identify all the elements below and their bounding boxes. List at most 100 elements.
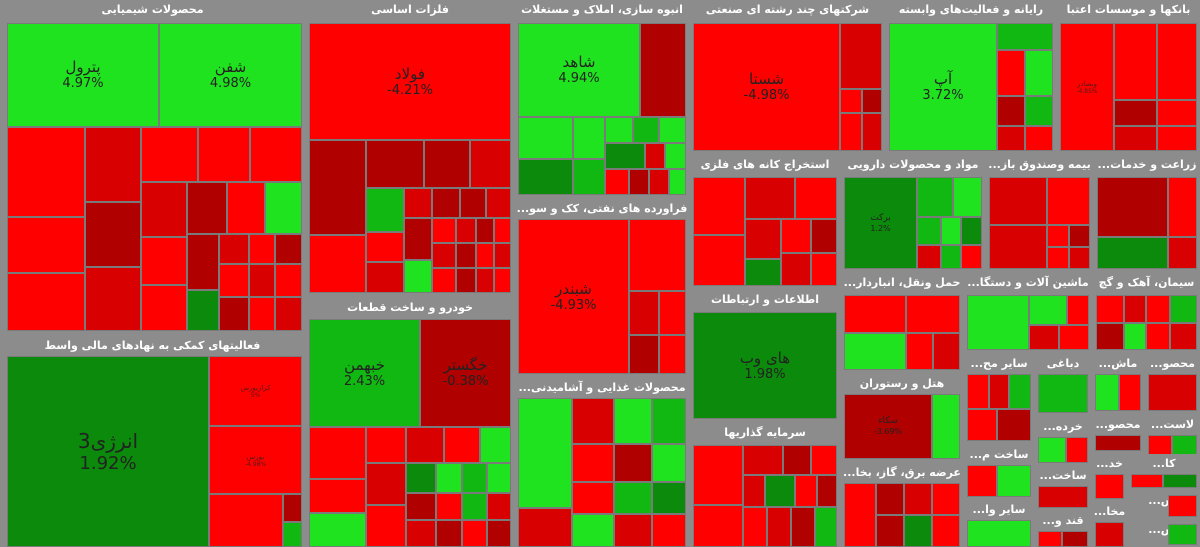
stock-tile[interactable] [1157,23,1197,100]
stock-tile[interactable] [424,140,470,188]
stock-tile[interactable] [1096,323,1124,350]
stock-tile[interactable] [1038,437,1066,463]
sector-pharmaceuticals[interactable]: مواد و محصولات دارویی برکت 1.2% [841,155,985,272]
stock-tile[interactable]: فولاد -4.21% [309,23,511,140]
stock-tile[interactable] [906,333,933,370]
stock-tile[interactable] [844,483,876,547]
stock-tile[interactable]: شستا -4.98% [693,23,840,151]
stock-tile[interactable] [444,427,480,463]
stock-tile[interactable] [743,475,765,507]
sector-information-communication[interactable]: اطلاعات و ارتباطات های وب 1.98% [690,290,840,422]
stock-tile[interactable] [640,23,686,117]
stock-tile[interactable] [904,483,932,515]
stock-tile[interactable] [487,463,511,493]
stock-tile[interactable] [904,515,932,547]
sector-basic-metals[interactable]: فلزات اساسی فولاد -4.21% [306,0,514,297]
stock-tile[interactable] [967,374,989,409]
stock-tile[interactable] [1029,325,1059,350]
stock-tile[interactable] [1114,23,1157,100]
stock-tile[interactable] [1097,237,1168,269]
stock-tile[interactable] [1157,100,1197,126]
stock-tile[interactable] [487,520,511,547]
stock-tile[interactable] [745,177,795,219]
stock-tile[interactable] [1168,237,1197,269]
stock-tile[interactable] [669,169,686,195]
sector-sugar[interactable]: قند و... [1035,511,1091,547]
stock-tile[interactable] [743,507,767,547]
stock-tile[interactable] [743,445,783,475]
sector-hotels-restaurants[interactable]: هتل و رستوران سکاء -3.69% [841,374,963,462]
stock-tile[interactable] [432,243,456,268]
stock-tile[interactable] [659,117,686,143]
stock-tile[interactable] [917,245,941,269]
stock-tile[interactable] [652,482,686,514]
stock-tile[interactable] [876,515,904,547]
stock-tile[interactable] [460,188,486,218]
sector-banks[interactable]: بانکها و موسسات اعتبا وبصادر -4.85% [1057,0,1200,154]
stock-tile[interactable] [366,427,406,463]
stock-tile[interactable] [1114,126,1157,151]
stock-tile[interactable] [456,218,476,243]
stock-tile[interactable]: بورس -4.98% [209,426,302,494]
stock-tile[interactable] [404,218,432,260]
stock-tile[interactable] [219,264,249,297]
stock-tile[interactable] [745,219,781,259]
stock-tile[interactable]: شفن 4.98% [159,23,302,127]
stock-tile[interactable] [862,113,882,151]
stock-tile[interactable] [1059,325,1089,350]
stock-tile[interactable] [366,188,404,232]
stock-tile[interactable] [462,463,487,493]
stock-tile[interactable]: خگستر -0.38% [420,319,511,427]
stock-tile[interactable] [518,398,572,508]
stock-tile[interactable] [85,267,141,331]
stock-tile[interactable] [406,427,444,463]
stock-tile[interactable] [997,465,1031,497]
stock-tile[interactable] [605,143,645,169]
stock-tile[interactable] [432,268,456,293]
stock-tile[interactable]: انرژی3 1.92% [7,356,209,547]
stock-tile[interactable] [249,234,275,264]
stock-tile[interactable] [462,520,487,547]
stock-tile[interactable] [436,520,462,547]
sector-manufacturing[interactable]: ساخت م... [964,445,1034,499]
stock-tile[interactable] [629,219,686,291]
stock-tile[interactable] [693,505,743,547]
stock-tile[interactable] [141,182,187,237]
stock-tile[interactable] [309,513,366,547]
stock-tile[interactable] [1095,435,1141,451]
stock-tile[interactable] [967,295,1029,350]
stock-tile[interactable]: وبصادر -4.85% [1060,23,1114,151]
stock-tile[interactable] [366,262,404,293]
stock-tile[interactable] [840,23,882,89]
stock-tile[interactable] [265,182,302,234]
stock-tile[interactable] [817,475,837,507]
stock-tile[interactable] [645,143,665,169]
stock-tile[interactable] [476,218,494,243]
stock-tile[interactable] [219,297,249,331]
stock-tile[interactable] [187,182,227,234]
stock-tile[interactable] [614,482,652,514]
stock-tile[interactable] [652,398,686,444]
sector-financial-auxiliary[interactable]: فعالیتهای کمکی به نهادهای مالی واسط انرژ… [0,336,305,547]
stock-tile[interactable] [1025,50,1053,96]
sector-power-gas[interactable]: عرضه برق، گاز، بخا... [841,463,963,547]
stock-tile[interactable] [572,482,614,514]
stock-tile[interactable] [366,505,406,547]
sector-metal-ore-mining[interactable]: استخراج کانه های فلزی [690,155,840,289]
stock-tile[interactable] [1066,437,1088,463]
stock-tile[interactable] [1114,100,1157,126]
stock-tile[interactable] [844,333,906,370]
stock-tile[interactable] [518,117,573,159]
stock-tile[interactable] [572,398,614,444]
stock-tile[interactable] [967,409,997,441]
stock-tile[interactable] [404,260,432,293]
stock-tile[interactable] [85,202,141,267]
stock-tile[interactable] [476,243,494,268]
sector-products-small-2[interactable]: محصو... [1092,415,1144,453]
stock-tile[interactable] [1146,295,1170,323]
stock-tile[interactable] [665,143,686,169]
stock-tile[interactable] [997,96,1025,126]
stock-tile[interactable] [811,219,837,253]
sector-chemical-products[interactable]: محصولات شیمیایی پترول 4.97% شفن 4.98% [0,0,305,335]
stock-tile[interactable] [941,217,961,245]
